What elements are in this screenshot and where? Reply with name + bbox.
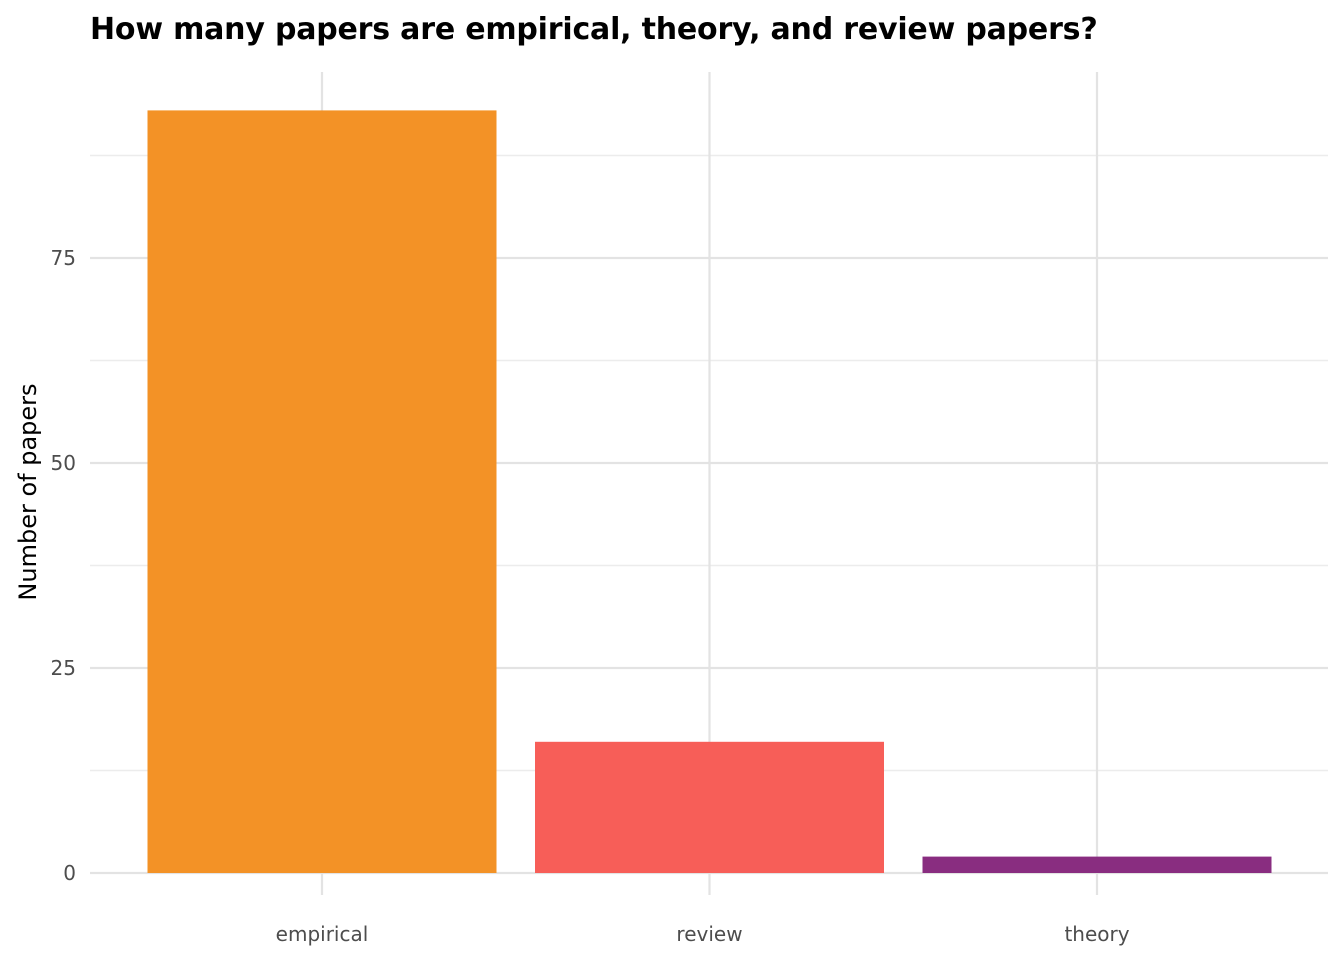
x-tick-label-empirical: empirical [276, 922, 369, 946]
y-tick-label: 75 [51, 246, 76, 270]
x-tick-label-theory: theory [1064, 922, 1129, 946]
x-tick-labels: empirical review theory [276, 922, 1130, 946]
bar-layer [147, 110, 1272, 873]
y-tick-labels: 0 25 50 75 [51, 246, 76, 885]
y-tick-label: 0 [63, 861, 76, 885]
y-tick-label: 25 [51, 656, 76, 680]
bar-review [535, 741, 884, 873]
y-tick-label: 50 [51, 451, 76, 475]
x-tick-label-review: review [676, 922, 742, 946]
bar-theory [922, 856, 1272, 873]
bar-empirical [147, 110, 497, 873]
y-axis-title: Number of papers [14, 383, 42, 600]
chart-title: How many papers are empirical, theory, a… [90, 12, 1098, 47]
